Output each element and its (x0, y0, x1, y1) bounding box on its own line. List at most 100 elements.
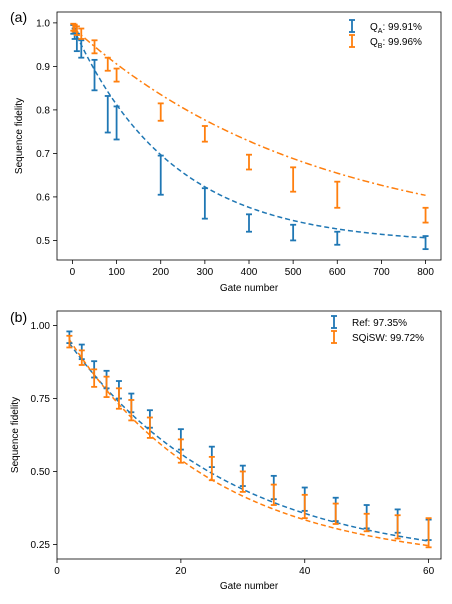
panel-b-fits (68, 339, 429, 547)
errorbar-point (91, 58, 98, 92)
legend-marker (331, 315, 337, 329)
errorbar-point (104, 95, 111, 134)
errorbar-point (334, 230, 341, 246)
legend-marker (331, 330, 337, 344)
x-tick-label: 0 (54, 566, 60, 577)
panel-b: (b) 0 20 40 600.250.500.751.00 Gate number … (10, 309, 442, 592)
fit-curve-1 (72, 27, 426, 197)
fit-curve-0 (72, 27, 426, 239)
x-tick-label: 20 (175, 566, 187, 577)
y-tick-label: 0.75 (31, 394, 51, 405)
y-tick-label: 1.00 (31, 321, 51, 332)
x-tick-label: 40 (299, 566, 311, 577)
legend-qa-sub: A (378, 28, 383, 35)
legend-entry-sqisw: SQiSW: 99.72% (331, 330, 424, 344)
errorbar-point (157, 154, 164, 196)
x-tick-label: 100 (108, 267, 125, 278)
errorbar-point (128, 399, 135, 422)
legend-ref-text: Ref: 97.35% (352, 318, 407, 329)
y-tick-label: 1.0 (36, 18, 50, 29)
errorbar-point (66, 334, 73, 349)
errorbar-point (177, 438, 184, 464)
errorbar-point (425, 517, 432, 549)
x-tick-label: 800 (417, 267, 434, 278)
errorbar-point (91, 39, 98, 55)
errorbar-point (301, 493, 308, 520)
errorbar-point (113, 105, 120, 141)
panel-b-label: (b) (10, 309, 27, 325)
panel-a-xlabel: Gate number (220, 283, 279, 294)
legend-qa-suffix: : 99.91% (382, 22, 422, 33)
x-tick-label: 300 (197, 267, 214, 278)
errorbar-point (91, 368, 98, 388)
errorbar-point (246, 213, 252, 233)
x-tick-label: 0 (70, 267, 76, 278)
x-tick-label: 60 (423, 566, 435, 577)
legend-qb-main: Q (370, 37, 378, 48)
errorbar-point (270, 483, 277, 506)
y-tick-label: 0.25 (31, 540, 51, 551)
errorbar-point (422, 206, 429, 224)
x-tick-label: 500 (285, 267, 302, 278)
panel-a-ticks: 0 100 200 300 400 500 600 700 800 0.5 0.6 0.7 0.8 0.9… (36, 18, 434, 278)
y-tick-label: 0.5 (36, 236, 50, 247)
legend-entry-qb: QB: 99.96% (349, 34, 422, 50)
svg-text:QA: 99.91%: QA: 99.91% (370, 22, 422, 35)
panel-a: (a) 0 100 200 300 400 500 600 700 800 0.5 0.6 0.7 0.… (10, 9, 442, 294)
errorbar-point (290, 223, 297, 242)
errorbar-point (363, 512, 370, 533)
errorbar-point (246, 153, 252, 171)
errorbar-point (201, 187, 208, 220)
panel-b-ticks: 0 20 40 60 0.25 0.50 0.75 1.00 (31, 321, 435, 577)
fit-curve-0 (68, 342, 429, 542)
legend-sqisw-text: SQiSW: 99.72% (352, 333, 424, 344)
legend-entry-qa: QA: 99.91% (349, 19, 422, 35)
y-tick-label: 0.6 (36, 192, 50, 203)
errorbar-point (290, 166, 297, 193)
y-tick-label: 0.8 (36, 105, 50, 116)
x-tick-label: 400 (241, 267, 258, 278)
legend-marker (349, 19, 355, 33)
errorbar-point (115, 387, 122, 410)
panel-a-legend: QA: 99.91% QB: 99.96% (349, 19, 422, 50)
errorbar-point (146, 416, 153, 439)
panel-a-ylabel: Sequence fidelity (14, 98, 25, 174)
panel-b-points (66, 330, 432, 549)
errorbar-point (78, 349, 85, 366)
panel-b-legend: Ref: 97.35% SQiSW: 99.72% (331, 315, 424, 344)
legend-marker (349, 34, 355, 48)
errorbar-point (73, 25, 80, 36)
svg-text:QB: 99.96%: QB: 99.96% (370, 37, 422, 50)
y-tick-label: 0.50 (31, 467, 51, 478)
errorbar-point (332, 502, 339, 525)
errorbar-point (201, 125, 208, 143)
errorbar-point (334, 180, 341, 209)
legend-entry-ref: Ref: 97.35% (331, 315, 407, 329)
legend-qa-main: Q (370, 22, 378, 33)
errorbar-point (78, 39, 85, 59)
errorbar-point (239, 470, 246, 493)
panel-a-points (70, 22, 429, 251)
errorbar-point (422, 235, 429, 251)
errorbar-point (157, 102, 164, 122)
fit-curve-1 (68, 339, 429, 547)
panel-b-xlabel: Gate number (220, 581, 279, 592)
errorbar-point (113, 67, 120, 83)
x-tick-label: 600 (329, 267, 346, 278)
errorbar-point (103, 375, 110, 398)
panel-a-label: (a) (10, 9, 27, 25)
legend-qb-sub: B (378, 43, 383, 50)
x-tick-label: 200 (152, 267, 169, 278)
legend-qb-suffix: : 99.96% (382, 37, 422, 48)
panel-a-fits (72, 27, 426, 239)
y-tick-label: 0.9 (36, 62, 50, 73)
errorbar-point (78, 27, 85, 40)
panel-b-ylabel: Sequence fidelity (10, 397, 21, 473)
panel-b-axes-frame (56, 310, 442, 560)
x-tick-label: 700 (373, 267, 390, 278)
errorbar-point (104, 56, 111, 72)
errorbar-point (208, 455, 215, 482)
errorbar-point (394, 514, 401, 540)
y-tick-label: 0.7 (36, 149, 50, 160)
